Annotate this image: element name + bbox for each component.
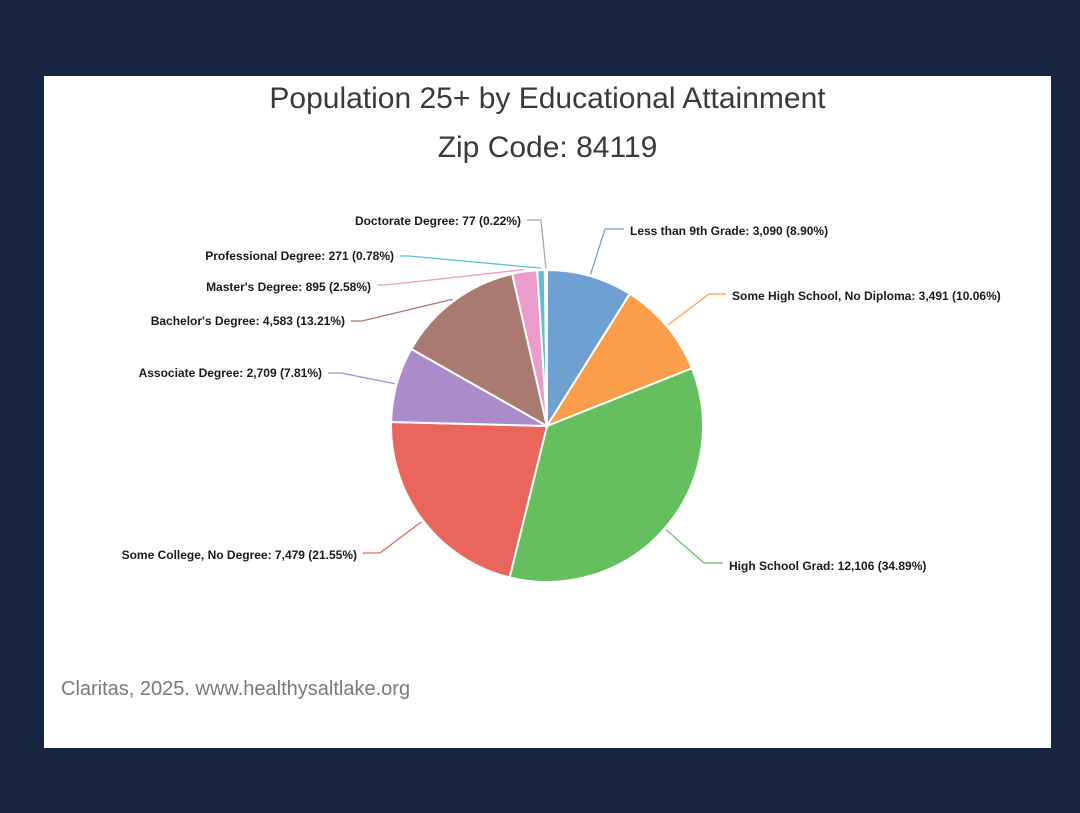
leader-line: [590, 228, 624, 275]
slice-label: Professional Degree: 271 (0.78%): [205, 249, 394, 263]
pie-slice-some-high-school-no-diploma: [544, 292, 694, 429]
source-credit: Claritas, 2025. www.healthysaltlake.org: [61, 678, 411, 700]
slice-label: Doctorate Degree: 77 (0.22%): [355, 214, 521, 228]
chart-title: Population 25+ by Educational Attainment: [269, 82, 826, 115]
chart-panel: Population 25+ by Educational Attainment…: [44, 76, 1051, 748]
slice-label: Some College, No Degree: 7,479 (21.55%): [122, 548, 357, 562]
leader-line: [363, 521, 422, 554]
pie-slice-doctorate-degree: [543, 268, 548, 427]
pie-slice-less-than-9th-grade: [546, 268, 632, 430]
leader-line: [328, 372, 395, 385]
leader-line: [665, 529, 723, 564]
leader-line: [527, 219, 547, 269]
leader-line: [667, 293, 726, 326]
slice-label: Associate Degree: 2,709 (7.81%): [139, 366, 322, 380]
pie-slice-high-school-grad: [508, 366, 704, 583]
slice-label: High School Grad: 12,106 (34.89%): [729, 559, 926, 573]
slice-label: Some High School, No Diploma: 3,491 (10.…: [732, 289, 1001, 303]
leader-line: [377, 268, 525, 286]
slice-label: Less than 9th Grade: 3,090 (8.90%): [630, 224, 828, 238]
pie-slice-bachelor-s-degree: [409, 272, 549, 428]
chart-subtitle: Zip Code: 84119: [437, 131, 658, 164]
leader-line: [351, 298, 453, 322]
pie-slice-some-college-no-degree: [390, 421, 549, 579]
pie-chart: Less than 9th Grade: 3,090 (8.90%) Some H…: [122, 214, 1001, 583]
slice-label: Bachelor's Degree: 4,583 (13.21%): [151, 314, 345, 328]
slice-label: Master's Degree: 895 (2.58%): [206, 280, 371, 294]
leader-line: [400, 255, 541, 269]
